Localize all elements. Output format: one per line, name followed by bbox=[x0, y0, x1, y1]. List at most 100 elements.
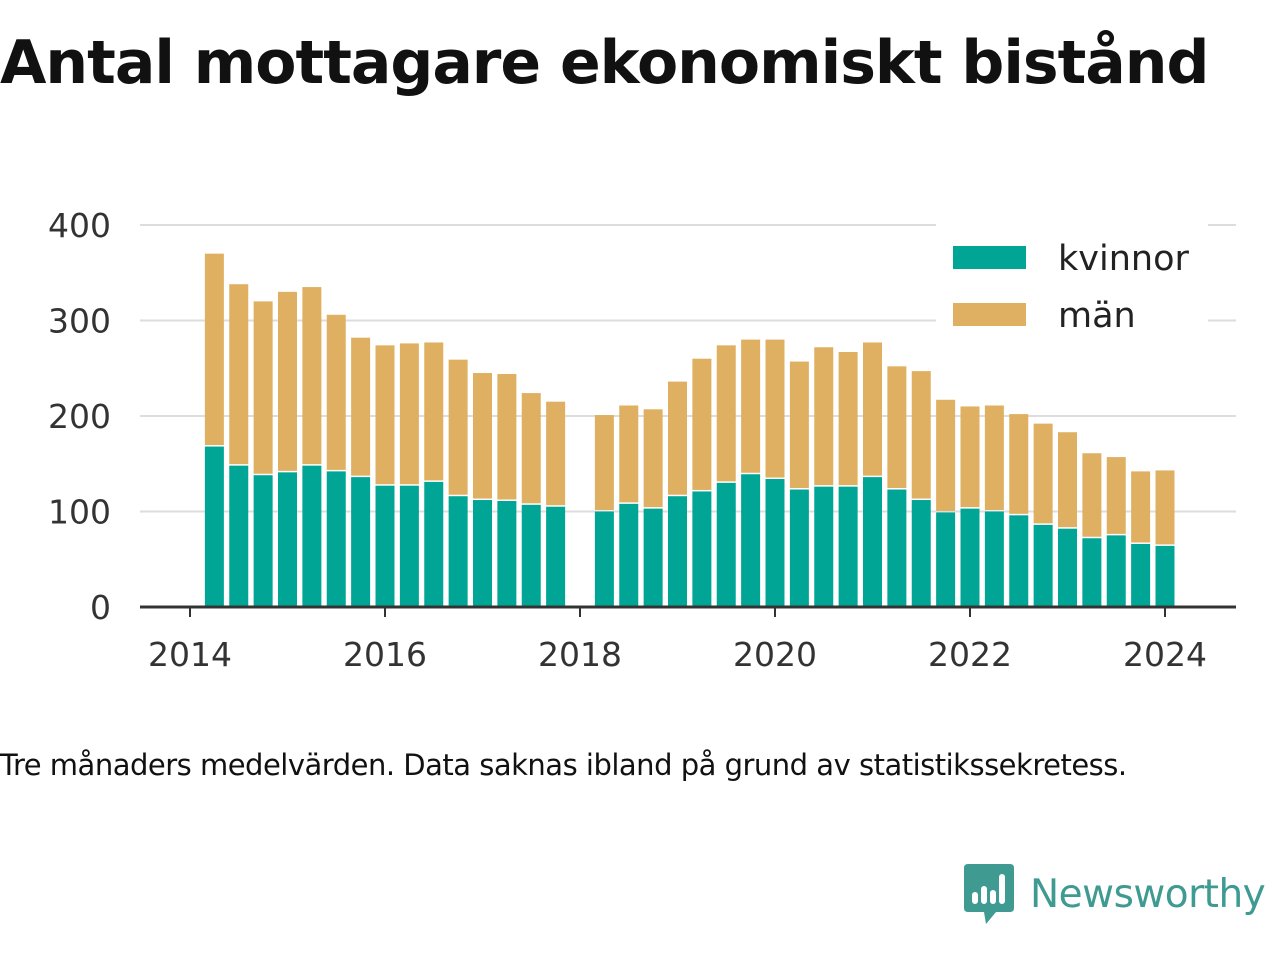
bar-kvinnor bbox=[546, 506, 566, 607]
bar-män bbox=[278, 291, 297, 471]
bar-män bbox=[765, 339, 785, 478]
bar-kvinnor bbox=[716, 482, 736, 607]
bar-kvinnor bbox=[594, 511, 614, 607]
bar-kvinnor bbox=[375, 485, 395, 607]
bar-män bbox=[375, 345, 395, 485]
bar-män bbox=[960, 406, 980, 508]
bar-män bbox=[838, 352, 858, 486]
bar-kvinnor bbox=[814, 486, 834, 607]
newsworthy-logo-icon bbox=[964, 864, 1014, 924]
bar-män bbox=[253, 301, 273, 474]
chart-caption: Tre månaders medelvärden. Data saknas ib… bbox=[0, 748, 1127, 782]
bar-män bbox=[741, 339, 761, 473]
bar-kvinnor bbox=[278, 472, 297, 607]
bar-kvinnor bbox=[473, 500, 492, 607]
bar-kvinnor bbox=[302, 465, 322, 607]
bars bbox=[204, 253, 1175, 607]
bar-kvinnor bbox=[1131, 543, 1151, 607]
bar-män bbox=[668, 381, 687, 495]
bar-män bbox=[302, 287, 322, 465]
bar-kvinnor bbox=[936, 512, 956, 607]
bar-kvinnor bbox=[1009, 515, 1029, 607]
bar-män bbox=[424, 342, 444, 481]
y-tick-label: 100 bbox=[48, 493, 111, 532]
bar-kvinnor bbox=[424, 481, 444, 607]
bar-män bbox=[497, 373, 517, 500]
bar-män bbox=[984, 405, 1004, 510]
bar-kvinnor bbox=[253, 475, 273, 607]
bar-kvinnor bbox=[351, 477, 371, 607]
bar-kvinnor bbox=[229, 465, 249, 607]
bar-män bbox=[399, 343, 419, 485]
bar-kvinnor bbox=[741, 474, 761, 607]
bar-män bbox=[473, 373, 492, 499]
legend-label-män: män bbox=[1058, 296, 1136, 336]
bar-kvinnor bbox=[1106, 535, 1126, 607]
bar-kvinnor bbox=[984, 511, 1004, 607]
chart-title: Antal mottagare ekonomiskt bistånd bbox=[0, 28, 1209, 98]
brand-name: Newsworthy bbox=[1030, 871, 1266, 917]
bar-män bbox=[594, 415, 614, 510]
bar-kvinnor bbox=[521, 504, 541, 607]
stacked-bar-chart: 0 100 200 300 400 2014 2016 2018 2020 2022 2024 k… bbox=[48, 206, 1236, 674]
bar-män bbox=[204, 253, 224, 446]
x-tick-label: 2022 bbox=[928, 635, 1012, 674]
bar-män bbox=[936, 399, 956, 511]
bar-kvinnor bbox=[838, 486, 858, 607]
bar-män bbox=[1155, 470, 1175, 545]
legend: kvinnor män bbox=[936, 224, 1208, 348]
bar-män bbox=[448, 359, 468, 495]
bar-kvinnor bbox=[789, 489, 809, 607]
bar-kvinnor bbox=[1082, 538, 1102, 607]
bar-män bbox=[887, 366, 907, 489]
bar-kvinnor bbox=[863, 477, 882, 607]
bar-män bbox=[863, 342, 882, 476]
x-tick-label: 2016 bbox=[343, 635, 427, 674]
legend-background bbox=[936, 224, 1208, 348]
bar-män bbox=[1082, 453, 1102, 537]
bar-män bbox=[1058, 432, 1077, 528]
legend-swatch-män bbox=[953, 303, 1026, 326]
bar-kvinnor bbox=[399, 485, 419, 607]
bar-män bbox=[1009, 414, 1029, 514]
bar-kvinnor bbox=[326, 471, 346, 607]
bar-män bbox=[521, 393, 541, 504]
bar-kvinnor bbox=[497, 500, 517, 607]
y-tick-label: 300 bbox=[48, 302, 111, 341]
bar-kvinnor bbox=[204, 446, 224, 607]
bar-män bbox=[326, 314, 346, 470]
y-tick-label: 400 bbox=[48, 206, 111, 245]
bar-män bbox=[1131, 471, 1151, 543]
bar-kvinnor bbox=[1155, 545, 1175, 607]
bar-män bbox=[1106, 457, 1126, 534]
bar-män bbox=[911, 371, 931, 499]
bar-män bbox=[546, 401, 566, 506]
bar-kvinnor bbox=[1058, 528, 1077, 607]
x-tick-label: 2014 bbox=[148, 635, 232, 674]
brand-logo: Newsworthy bbox=[962, 862, 1266, 926]
legend-swatch-kvinnor bbox=[953, 246, 1026, 269]
bar-kvinnor bbox=[643, 508, 663, 607]
bar-kvinnor bbox=[1033, 524, 1053, 607]
bar-kvinnor bbox=[692, 491, 712, 607]
y-tick-label: 0 bbox=[90, 588, 111, 627]
bar-kvinnor bbox=[960, 508, 980, 607]
bar-män bbox=[1033, 423, 1053, 524]
legend-label-kvinnor: kvinnor bbox=[1058, 239, 1189, 279]
y-tick-label: 200 bbox=[48, 397, 111, 436]
bar-kvinnor bbox=[911, 500, 931, 607]
bar-kvinnor bbox=[765, 479, 785, 607]
bar-kvinnor bbox=[887, 489, 907, 607]
x-tick-label: 2020 bbox=[733, 635, 817, 674]
bar-män bbox=[789, 361, 809, 489]
bar-män bbox=[351, 337, 371, 476]
x-tick-label: 2024 bbox=[1123, 635, 1207, 674]
bar-män bbox=[716, 345, 736, 482]
bar-kvinnor bbox=[668, 496, 687, 607]
x-tick-label: 2018 bbox=[538, 635, 622, 674]
bar-kvinnor bbox=[448, 496, 468, 607]
bar-män bbox=[229, 284, 249, 465]
bar-män bbox=[619, 405, 639, 503]
y-axis-tick-labels: 0 100 200 300 400 bbox=[48, 206, 111, 627]
bar-kvinnor bbox=[619, 503, 639, 607]
